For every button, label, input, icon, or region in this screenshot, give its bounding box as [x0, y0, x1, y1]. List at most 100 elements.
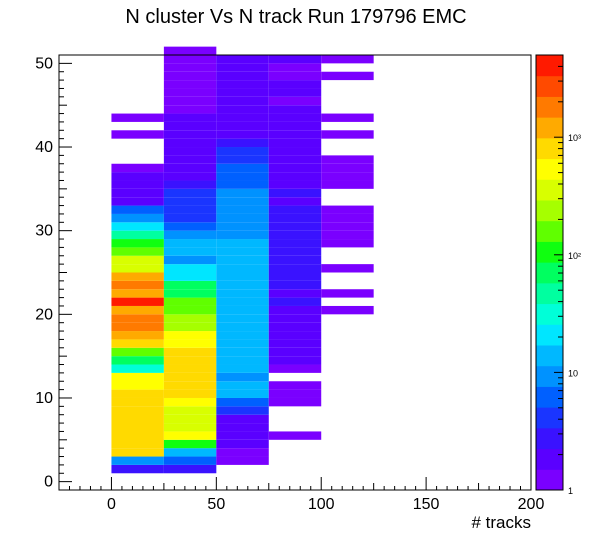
heatmap-cell — [163, 397, 217, 407]
heatmap-cell — [163, 423, 217, 432]
heatmap-cell — [268, 138, 322, 148]
heatmap-cell — [163, 197, 217, 206]
heatmap-cell — [216, 397, 269, 407]
heatmap-cells — [111, 46, 374, 474]
x-tick-label: 150 — [413, 496, 440, 513]
x-tick-label: 100 — [308, 496, 335, 513]
y-tick-label: 50 — [35, 55, 53, 72]
heatmap-cell — [111, 239, 164, 248]
heatmap-cell — [268, 55, 322, 64]
palette-swatch — [536, 241, 563, 263]
heatmap-cell — [268, 130, 322, 139]
heatmap-cell — [321, 305, 374, 315]
heatmap-cell — [111, 264, 164, 273]
heatmap-cell — [163, 297, 217, 306]
x-tick-label: 200 — [518, 496, 545, 513]
heatmap-cell — [111, 205, 164, 214]
heatmap-cell — [111, 289, 164, 298]
heatmap-cell — [268, 113, 322, 122]
heatmap-cell — [111, 464, 164, 474]
x-axis-label: # tracks — [471, 513, 531, 532]
heatmap-cell — [216, 356, 269, 365]
heatmap-cell — [268, 255, 322, 265]
x-tick-label: 0 — [107, 496, 116, 513]
y-axis: 0 10 20 30 40 50 — [35, 54, 72, 491]
heatmap-cell — [216, 314, 269, 323]
heatmap-cell — [216, 105, 269, 114]
heatmap-cell — [111, 322, 164, 332]
heatmap-cell — [163, 46, 217, 55]
heatmap-cell — [268, 264, 322, 273]
heatmap-cell — [216, 331, 269, 340]
heatmap-cell — [163, 147, 217, 156]
heatmap-cell — [111, 188, 164, 198]
heatmap-cell — [268, 222, 322, 231]
heatmap-cell — [268, 397, 322, 407]
heatmap-cell — [321, 230, 374, 240]
heatmap-cell — [111, 339, 164, 348]
heatmap-cell — [321, 163, 374, 173]
heatmap-cell — [216, 406, 269, 415]
heatmap-cell — [216, 305, 269, 315]
heatmap-cell — [111, 163, 164, 173]
heatmap-cell — [111, 389, 164, 398]
heatmap-cell — [216, 448, 269, 457]
heatmap-cell — [111, 272, 164, 281]
heatmap-cell — [268, 381, 322, 390]
heatmap-cell — [268, 147, 322, 156]
heatmap-cell — [163, 414, 217, 424]
heatmap-cell — [268, 213, 322, 223]
heatmap-cell — [111, 347, 164, 357]
heatmap-cell — [111, 364, 164, 373]
palette-swatch — [536, 386, 563, 408]
heatmap-cell — [216, 264, 269, 273]
heatmap-cell — [216, 364, 269, 373]
heatmap-cell — [268, 356, 322, 365]
heatmap-cell — [163, 289, 217, 298]
heatmap-cell — [163, 448, 217, 457]
heatmap-cell — [216, 456, 269, 465]
heatmap-cell — [321, 130, 374, 139]
heatmap-cell — [268, 364, 322, 373]
heatmap-cell — [321, 155, 374, 164]
heatmap-cell — [321, 213, 374, 223]
heatmap-cell — [268, 331, 322, 340]
heatmap-cell — [216, 80, 269, 89]
heatmap-cell — [216, 339, 269, 348]
heatmap-cell — [268, 63, 322, 72]
heatmap-cell — [163, 163, 217, 173]
heatmap-cell — [216, 138, 269, 148]
heatmap-cell — [163, 213, 217, 223]
heatmap-cell — [111, 280, 164, 290]
heatmap-cell — [111, 247, 164, 256]
palette-swatch — [536, 75, 563, 97]
palette-swatch — [536, 324, 563, 346]
heatmap-cell — [321, 172, 374, 181]
heatmap-cell — [216, 439, 269, 449]
heatmap-cell — [163, 55, 217, 64]
heatmap-cell — [163, 364, 217, 373]
heatmap-cell — [163, 456, 217, 465]
y-tick-label: 0 — [44, 474, 53, 491]
heatmap-cell — [163, 347, 217, 357]
heatmap-cell — [321, 55, 374, 64]
heatmap-cell — [216, 255, 269, 265]
heatmap-cell — [111, 314, 164, 323]
palette-swatch — [536, 137, 563, 160]
heatmap-cell — [216, 280, 269, 290]
heatmap-cell — [321, 239, 374, 248]
heatmap-cell — [111, 172, 164, 181]
heatmap-cell — [216, 297, 269, 306]
heatmap-cell — [268, 280, 322, 290]
palette-frame — [535, 54, 564, 491]
palette-swatch — [536, 345, 563, 367]
heatmap-cell — [111, 397, 164, 407]
heatmap-cell — [321, 205, 374, 214]
heatmap-cell — [216, 213, 269, 223]
heatmap-cell — [163, 172, 217, 181]
heatmap-cell — [216, 197, 269, 206]
heatmap-cell — [163, 205, 217, 214]
y-tick-label: 30 — [35, 223, 53, 240]
heatmap-cell — [111, 297, 164, 306]
heatmap-cell — [216, 247, 269, 256]
